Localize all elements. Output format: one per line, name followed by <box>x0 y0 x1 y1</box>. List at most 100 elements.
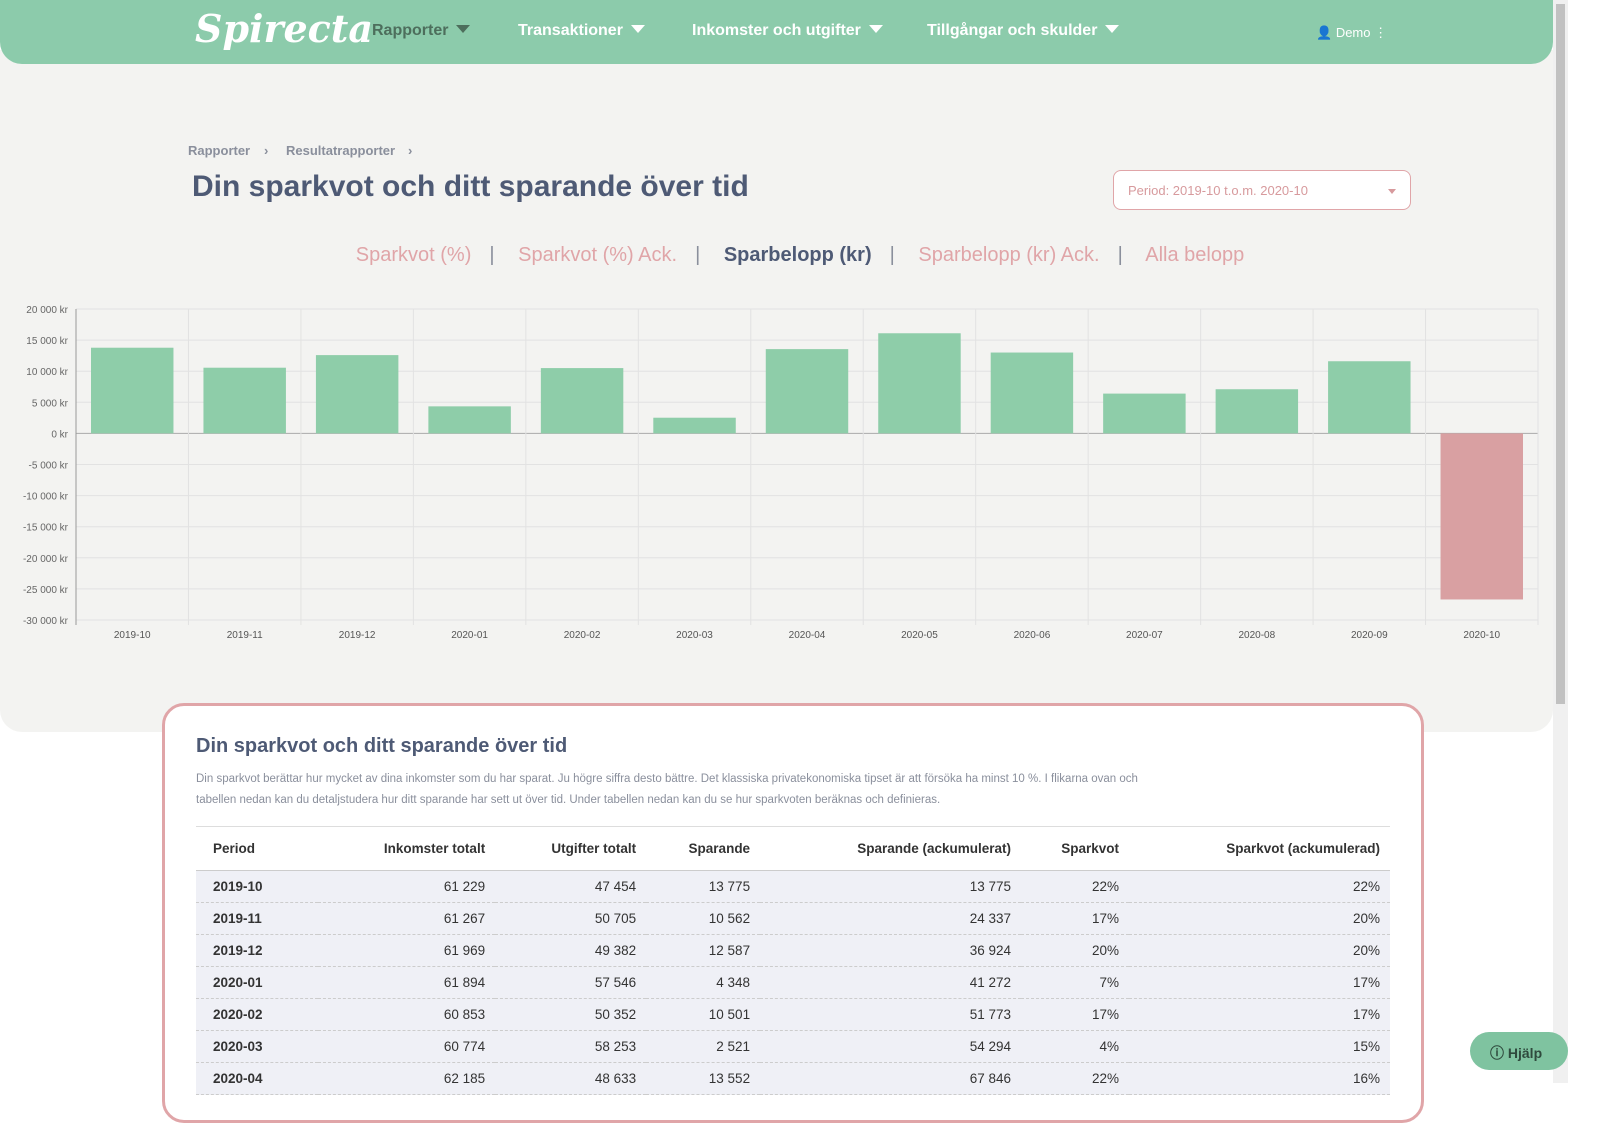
breadcrumb-rapporter[interactable]: Rapporter <box>188 143 251 158</box>
x-tick-label: 2020-08 <box>1238 630 1275 641</box>
x-tick-label: 2019-11 <box>227 630 263 641</box>
table-cell: 2020-02 <box>196 998 318 1031</box>
y-tick-label: -25 000 kr <box>23 585 69 596</box>
table-row: 2019-12 61 969 49 382 12 587 36 924 20% 20% <box>196 934 1390 967</box>
table-cell: 13 775 <box>646 870 761 903</box>
table-row: 2020-04 62 185 48 633 13 552 67 846 22% 16% <box>196 1062 1390 1095</box>
table-cell: 2020-01 <box>196 966 318 999</box>
tab-sparkvot[interactable]: Sparkvot (%) <box>355 244 472 266</box>
table-cell: 61 969 <box>317 934 496 967</box>
table-cell: 7% <box>1021 966 1129 999</box>
y-tick-label: -20 000 kr <box>23 554 69 565</box>
scrollbar[interactable] <box>1553 0 1568 1083</box>
table-cell: 12 587 <box>646 934 761 967</box>
chevron-down-icon <box>1388 189 1396 194</box>
question-icon: ⓘ <box>1490 1045 1504 1061</box>
column-header: Sparande (ackumulerat) <box>760 826 1022 871</box>
column-header: Sparkvot (ackumulerad) <box>1129 826 1390 871</box>
nav-inkomster[interactable]: Inkomster och utgifter <box>692 22 883 40</box>
bar-2019-12 <box>315 355 399 434</box>
x-tick-label: 2020-07 <box>1126 630 1163 641</box>
table-cell: 22% <box>1021 1062 1129 1095</box>
table-cell: 49 382 <box>495 934 647 967</box>
table-cell: 13 775 <box>760 870 1022 903</box>
x-tick-label: 2019-10 <box>114 630 151 641</box>
caret-down-icon <box>630 25 645 33</box>
table-cell: 2 521 <box>646 1030 761 1063</box>
table-row: 2019-11 61 267 50 705 10 562 24 337 17% 20% <box>196 902 1390 935</box>
table-cell: 58 253 <box>495 1030 647 1063</box>
table-cell: 17% <box>1021 902 1129 935</box>
tab-sparbelopp[interactable]: Sparbelopp (kr) <box>723 244 872 266</box>
column-header: Sparkvot <box>1021 826 1129 871</box>
x-tick-label: 2020-03 <box>676 630 713 641</box>
table-cell: 60 774 <box>317 1030 496 1063</box>
table-cell: 20% <box>1129 934 1390 967</box>
column-header: Utgifter totalt <box>495 826 647 871</box>
caret-down-icon <box>456 25 471 33</box>
tab-sparkvot-ack[interactable]: Sparkvot (%) Ack. <box>518 244 678 266</box>
breadcrumb-resultatrapporter[interactable]: Resultatrapporter <box>286 143 396 158</box>
bar-2019-10 <box>91 347 174 434</box>
table-cell: 15% <box>1129 1030 1390 1063</box>
y-tick-label: 10 000 kr <box>26 367 68 378</box>
info-card: Din sparkvot och ditt sparande över tid … <box>162 703 1424 1123</box>
card-description: Din sparkvot berättar hur mycket av dina… <box>196 773 1138 806</box>
period-select[interactable]: Period: 2019-10 t.o.m. 2020-10 <box>1113 170 1411 210</box>
table-cell: 17% <box>1129 966 1390 999</box>
y-tick-label: 15 000 kr <box>26 336 68 347</box>
bar-2019-11 <box>203 367 286 434</box>
user-menu[interactable]: 👤 Demo ⋮ <box>1316 25 1388 40</box>
table-cell: 4% <box>1021 1030 1129 1063</box>
help-button[interactable]: ⓘ Hjälp <box>1470 1032 1568 1070</box>
x-tick-label: 2019-12 <box>339 630 376 641</box>
savings-bar-chart: 20 000 kr 15 000 kr 10 000 kr 5 000 kr 0 kr -… <box>23 305 1539 641</box>
table-cell: 62 185 <box>317 1062 496 1095</box>
bar-2020-07 <box>1103 393 1186 434</box>
column-header: Inkomster totalt <box>317 826 496 871</box>
table-row: 2020-01 61 894 57 546 4 348 41 272 7% 17% <box>196 966 1390 999</box>
table-cell: 2019-12 <box>196 934 318 967</box>
table-cell: 36 924 <box>760 934 1022 967</box>
y-tick-label: -5 000 kr <box>29 461 69 472</box>
table-cell: 47 454 <box>495 870 647 903</box>
table-cell: 2019-11 <box>196 902 318 935</box>
table-cell: 61 267 <box>317 902 496 935</box>
x-tick-label: 2020-06 <box>1014 630 1051 641</box>
bar-2020-01 <box>428 406 511 434</box>
nav-rapporter[interactable]: Rapporter <box>372 22 471 40</box>
bar-2020-08 <box>1215 389 1299 434</box>
table-cell: 2019-10 <box>196 870 318 903</box>
y-tick-label: -15 000 kr <box>23 523 69 534</box>
user-icon: 👤 <box>1316 25 1333 40</box>
chevron-right-icon: › <box>264 143 269 158</box>
y-tick-label: -30 000 kr <box>23 616 69 627</box>
bar-2020-06 <box>990 352 1074 434</box>
tab-sparbelopp-ack[interactable]: Sparbelopp (kr) Ack. <box>918 244 1100 266</box>
table-cell: 24 337 <box>760 902 1022 935</box>
nav-tillgangar[interactable]: Tillgångar och skulder <box>927 22 1120 40</box>
table-cell: 54 294 <box>760 1030 1022 1063</box>
table-row: 2019-10 61 229 47 454 13 775 13 775 22% 22% <box>196 870 1390 903</box>
card-title: Din sparkvot och ditt sparande över tid <box>196 735 568 757</box>
table-row: 2020-03 60 774 58 253 2 521 54 294 4% 15% <box>196 1030 1390 1063</box>
table-cell: 17% <box>1021 998 1129 1031</box>
y-tick-label: -10 000 kr <box>23 492 69 503</box>
x-tick-label: 2020-01 <box>451 630 488 641</box>
caret-down-icon <box>868 25 883 33</box>
table-cell: 60 853 <box>317 998 496 1031</box>
table-cell: 2020-03 <box>196 1030 318 1063</box>
table-cell: 20% <box>1129 902 1390 935</box>
tab-alla-belopp[interactable]: Alla belopp <box>1145 244 1245 266</box>
column-header: Period <box>196 826 318 871</box>
table-row: 2020-02 60 853 50 352 10 501 51 773 17% 17% <box>196 998 1390 1031</box>
table-cell: 41 272 <box>760 966 1022 999</box>
y-tick-label: 5 000 kr <box>32 398 69 409</box>
x-tick-label: 2020-05 <box>901 630 938 641</box>
nav-transaktioner[interactable]: Transaktioner <box>518 22 645 40</box>
logo[interactable]: Spirecta <box>195 6 373 51</box>
top-nav: Spirecta Rapporter Transaktioner Inkomst… <box>0 0 1553 64</box>
y-tick-label: 20 000 kr <box>26 305 68 316</box>
y-tick-label: 0 kr <box>51 429 68 440</box>
table-cell: 2020-04 <box>196 1062 318 1095</box>
